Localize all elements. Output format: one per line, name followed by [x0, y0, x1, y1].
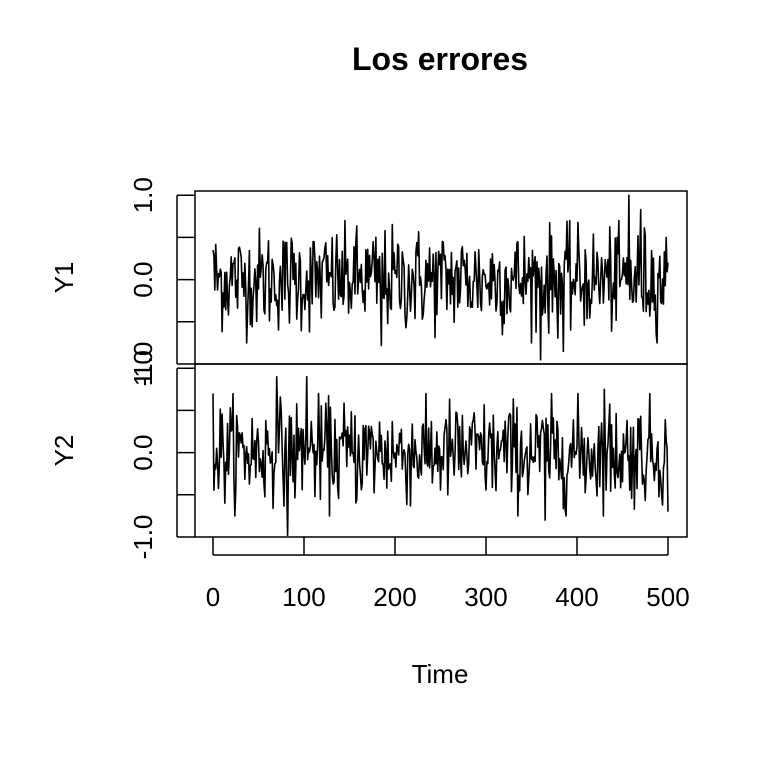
x-tick-label: 300	[464, 582, 507, 612]
panel-label-y2: Y2	[49, 435, 79, 467]
y-tick-label: 1.0	[128, 177, 158, 213]
panel-label-y1: Y1	[49, 262, 79, 294]
panel-frame-y2	[194, 363, 688, 538]
series-line-y2	[212, 375, 669, 537]
y-tick-label: -1.0	[128, 342, 158, 387]
x-axis-label: Time	[412, 659, 469, 689]
chart-title: Los errores	[352, 41, 528, 77]
x-tick-label: 100	[282, 582, 325, 612]
panel-y2: -1.0 0.0 1.0 Y2	[49, 350, 688, 560]
x-tick-label: 0	[206, 582, 220, 612]
series-line-y1	[212, 194, 669, 361]
x-axis: 0 100 200 300 400 500	[206, 537, 690, 612]
x-tick-label: 500	[646, 582, 689, 612]
panels-group: -1.0 0.0 1.0 Y1 -1.0 0.0 1.0 Y2	[49, 177, 688, 560]
x-tick-label: 200	[373, 582, 416, 612]
x-tick-label: 400	[555, 582, 598, 612]
y-tick-label: 0.0	[128, 262, 158, 298]
y-tick-label: -1.0	[128, 515, 158, 560]
y-tick-label: 1.0	[128, 350, 158, 386]
y-tick-label: 0.0	[128, 435, 158, 471]
